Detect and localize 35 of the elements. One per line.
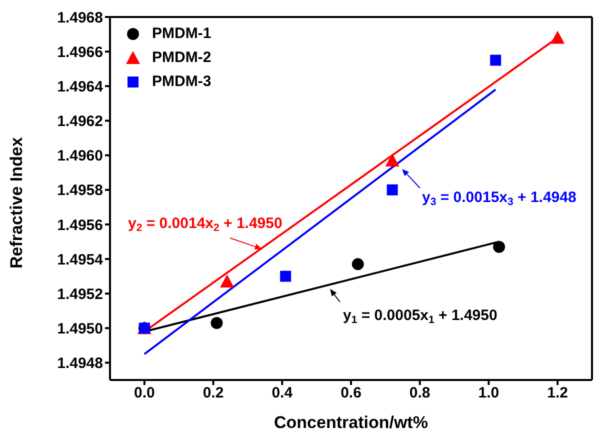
x-tick-label: 0.2 [202, 384, 224, 402]
legend-label: PMDM-3 [152, 73, 212, 90]
point [385, 153, 400, 166]
point [386, 184, 398, 196]
x-axis-title: Concentration/wt% [274, 413, 428, 432]
y-tick-label: 1.4948 [57, 355, 103, 372]
point [220, 274, 234, 288]
point [280, 270, 292, 282]
point [352, 258, 364, 270]
y-tick-label: 1.4962 [57, 113, 103, 130]
y-tick-label: 1.4958 [57, 182, 103, 200]
legend-label: PMDM-2 [152, 49, 212, 66]
y-tick-label: 1.4952 [57, 286, 103, 303]
x-tick-label: 0.8 [409, 384, 430, 402]
x-tick-label: 0.6 [340, 384, 362, 402]
y-axis-title: Refractive Index [7, 136, 26, 268]
annotation: y$_{1}$= 0.0005x$_{1}$+ 1.4950 [343, 307, 498, 326]
point [493, 240, 506, 253]
annotation: y$_{2}$= 0.0014x$_{2}$+ 1.4950 [128, 215, 282, 234]
x-tick-label: 1.2 [547, 384, 568, 402]
y-tick-label: 1.4954 [57, 251, 104, 268]
y-tick-label: 1.4956 [57, 216, 103, 234]
x-tick-label: 0.4 [272, 384, 294, 402]
x-tick-label: 0.0 [134, 384, 155, 402]
y-tick-label: 1.4966 [57, 44, 103, 61]
y-tick-label: 1.4950 [57, 320, 103, 338]
y-tick-label: 1.4964 [57, 78, 104, 96]
x-tick-label: 1.0 [478, 384, 500, 402]
point [550, 30, 565, 44]
point [210, 316, 223, 329]
y-tick-label: 1.4968 [57, 9, 103, 26]
annotation: y$_{3}$= 0.0015x$_{3}$+ 1.4948 [422, 189, 576, 208]
legend-label: PMDM-1 [152, 25, 212, 42]
point [490, 54, 502, 66]
y-tick-label: 1.4960 [57, 148, 103, 165]
